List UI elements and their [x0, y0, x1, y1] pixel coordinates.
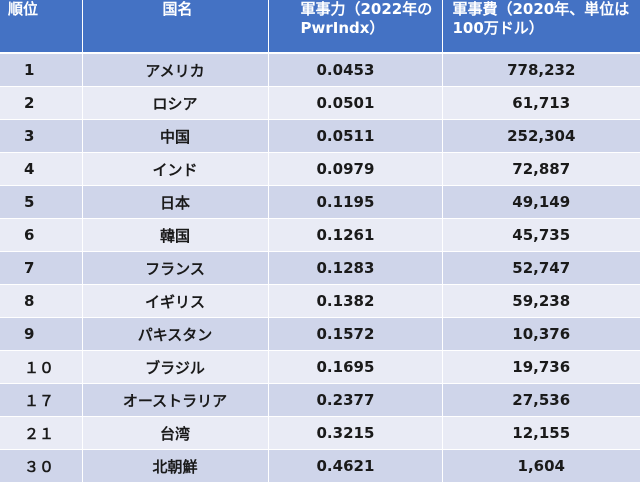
- header-military-expenditure: 軍事費（2020年、単位は100万ドル）: [442, 0, 640, 54]
- rank-cell: 6: [0, 218, 83, 252]
- expenditure-cell: 778,232: [442, 53, 640, 87]
- rank-cell: 8: [0, 284, 83, 318]
- country-cell: 中国: [82, 119, 269, 153]
- power-index-cell: 0.3215: [268, 416, 443, 450]
- expenditure-cell: 45,735: [442, 218, 640, 252]
- country-cell: アメリカ: [82, 53, 269, 87]
- expenditure-cell: 52,747: [442, 251, 640, 285]
- expenditure-cell: 10,376: [442, 317, 640, 351]
- country-cell: パキスタン: [82, 317, 269, 351]
- country-cell: フランス: [82, 251, 269, 285]
- country-cell: ブラジル: [82, 350, 269, 384]
- expenditure-cell: 1,604: [442, 449, 640, 483]
- table-row: 7 フランス 0.1283 52,747: [0, 251, 640, 285]
- table-row: 6 韓国 0.1261 45,735: [0, 218, 640, 252]
- power-index-cell: 0.1195: [268, 185, 443, 219]
- table-row: １０ ブラジル 0.1695 19,736: [0, 350, 640, 384]
- expenditure-cell: 49,149: [442, 185, 640, 219]
- table-row: 9 パキスタン 0.1572 10,376: [0, 317, 640, 351]
- power-index-cell: 0.0501: [268, 86, 443, 120]
- power-index-cell: 0.1261: [268, 218, 443, 252]
- expenditure-cell: 61,713: [442, 86, 640, 120]
- expenditure-cell: 72,887: [442, 152, 640, 186]
- table-row: ２１ 台湾 0.3215 12,155: [0, 416, 640, 450]
- table-row: 1 アメリカ 0.0453 778,232: [0, 53, 640, 87]
- table-row: 4 インド 0.0979 72,887: [0, 152, 640, 186]
- table-row: 2 ロシア 0.0501 61,713: [0, 86, 640, 120]
- country-cell: インド: [82, 152, 269, 186]
- country-cell: 日本: [82, 185, 269, 219]
- expenditure-cell: 19,736: [442, 350, 640, 384]
- expenditure-cell: 27,536: [442, 383, 640, 417]
- rank-cell: 3: [0, 119, 83, 153]
- country-cell: 韓国: [82, 218, 269, 252]
- power-index-cell: 0.0979: [268, 152, 443, 186]
- table-header: 順位 国名 軍事力（2022年のPwrIndx） 軍事費（2020年、単位は10…: [0, 0, 640, 54]
- rank-cell: 5: [0, 185, 83, 219]
- header-military-power: 軍事力（2022年のPwrIndx）: [268, 0, 443, 54]
- expenditure-cell: 252,304: [442, 119, 640, 153]
- rank-cell: 4: [0, 152, 83, 186]
- power-index-cell: 0.4621: [268, 449, 443, 483]
- rank-cell: 2: [0, 86, 83, 120]
- table-row: １７ オーストラリア 0.2377 27,536: [0, 383, 640, 417]
- power-index-cell: 0.0511: [268, 119, 443, 153]
- expenditure-cell: 59,238: [442, 284, 640, 318]
- rank-cell: ２１: [0, 416, 83, 450]
- power-index-cell: 0.1572: [268, 317, 443, 351]
- power-index-cell: 0.1382: [268, 284, 443, 318]
- table-row: 8 イギリス 0.1382 59,238: [0, 284, 640, 318]
- country-cell: オーストラリア: [82, 383, 269, 417]
- rank-cell: 9: [0, 317, 83, 351]
- rank-cell: ３０: [0, 449, 83, 483]
- header-rank: 順位: [0, 0, 83, 54]
- rank-cell: １０: [0, 350, 83, 384]
- power-index-cell: 0.2377: [268, 383, 443, 417]
- country-cell: 北朝鮮: [82, 449, 269, 483]
- power-index-cell: 0.1283: [268, 251, 443, 285]
- rank-cell: 1: [0, 53, 83, 87]
- table-row: 5 日本 0.1195 49,149: [0, 185, 640, 219]
- country-cell: ロシア: [82, 86, 269, 120]
- country-cell: イギリス: [82, 284, 269, 318]
- power-index-cell: 0.1695: [268, 350, 443, 384]
- table-body: 1 アメリカ 0.0453 778,232 2 ロシア 0.0501 61,713 3 中国 0.0…: [0, 53, 640, 483]
- expenditure-cell: 12,155: [442, 416, 640, 450]
- table-row: 3 中国 0.0511 252,304: [0, 119, 640, 153]
- power-index-cell: 0.0453: [268, 53, 443, 87]
- rank-cell: 7: [0, 251, 83, 285]
- header-country: 国名: [82, 0, 269, 54]
- header-row: 順位 国名 軍事力（2022年のPwrIndx） 軍事費（2020年、単位は10…: [0, 0, 640, 54]
- country-cell: 台湾: [82, 416, 269, 450]
- rank-cell: １７: [0, 383, 83, 417]
- table-row: ３０ 北朝鮮 0.4621 1,604: [0, 449, 640, 483]
